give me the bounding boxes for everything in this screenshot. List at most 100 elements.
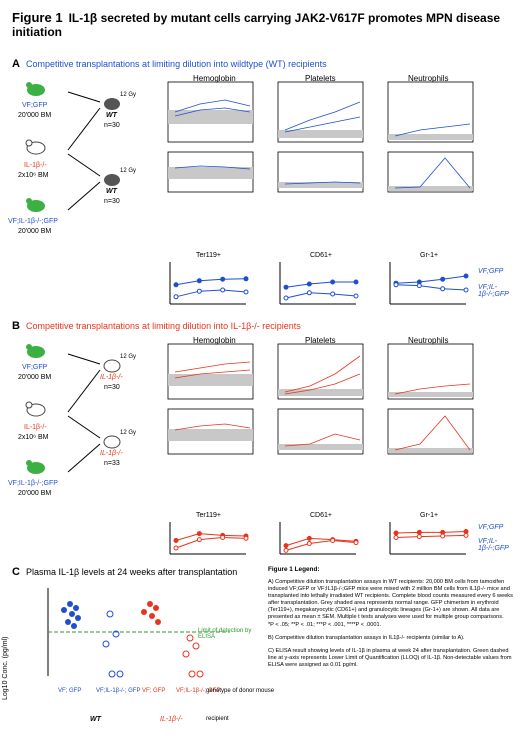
chimerism-title-ter119-a: Ter119+	[196, 252, 221, 259]
chim-point	[243, 276, 249, 282]
elisa-plot: 1000	[40, 588, 230, 678]
section-a-title: Competitive transplantations at limiting…	[26, 59, 327, 69]
chim-point	[393, 282, 399, 288]
chim-point	[330, 291, 336, 297]
panel-title-hemoglobin: Hemoglobin	[193, 74, 236, 83]
chimerism-charts-b	[169, 522, 469, 555]
chim-point	[440, 533, 446, 539]
chim-series-line	[285, 281, 356, 288]
chim-point	[440, 286, 446, 292]
chimerism-charts-a	[169, 262, 469, 305]
recipient-wt-label: WT	[90, 716, 101, 723]
panel-title-platelets: Platelets	[305, 74, 336, 83]
chim-point	[173, 538, 179, 543]
donor2-cells-b: 20'000 BM	[18, 490, 52, 497]
chim-point	[196, 531, 202, 537]
genotype-label: genotype of donor mouse	[206, 688, 275, 694]
chim-point	[220, 287, 226, 293]
chimerism-title-cd61-b: CD61+	[310, 512, 332, 519]
chim-point	[353, 540, 359, 546]
group-label-1: VF; GFP	[58, 688, 82, 694]
chim-point	[173, 282, 179, 288]
chim-series-line	[285, 537, 357, 547]
donor2-genotype: VF;IL-1β-/-;GFP	[8, 218, 58, 225]
competitor-cells-b: 2x10⁶ BM	[18, 434, 49, 441]
chim-point	[330, 538, 336, 543]
normal-range-band	[168, 110, 253, 124]
donor1-cells-b: 20'000 BM	[18, 374, 52, 381]
group-label-3: VF; GFP	[142, 688, 166, 694]
recipient-label: recipient	[206, 716, 229, 722]
chim-point	[463, 532, 469, 538]
chim-point	[416, 529, 422, 535]
chimerism-title-gr1-b: Gr-1+	[420, 512, 439, 519]
recipient1-type-b: IL-1β-/-	[100, 374, 123, 381]
chim-series-line	[175, 536, 247, 549]
chim-point	[220, 276, 226, 282]
donor1-cells: 20'000 BM	[18, 112, 52, 119]
chimerism-title-ter119-b: Ter119+	[196, 512, 221, 519]
legend-vf-il-a: VF;IL-1β-/-;GFP	[478, 284, 509, 298]
figure-title: Figure 1 IL-1β secreted by mutant cells c…	[12, 10, 520, 39]
group-label-2: VF;IL-1β-/-; GFP	[96, 688, 141, 694]
legend-vf-b: VF;GFP	[478, 524, 504, 531]
group-label-4: VF;IL-1β-/-; GFP	[176, 688, 221, 694]
chim-point	[173, 545, 179, 551]
donor1-genotype-b: VF;GFP	[22, 364, 48, 371]
chim-point	[330, 279, 336, 285]
panel-title-platelets-b: Platelets	[305, 336, 336, 345]
recipient2-n-b: n=33	[104, 460, 120, 467]
recipient2-gy-b: 12 Gy	[120, 430, 137, 436]
competitor-genotype: IL-1β-/-	[24, 162, 47, 169]
chim-point	[463, 287, 469, 293]
competitor-mouse-icon	[25, 139, 46, 155]
chim-series-line	[395, 275, 467, 284]
chim-series-line	[175, 278, 247, 286]
chim-point	[306, 281, 312, 287]
donor2-cells: 20'000 BM	[18, 228, 52, 235]
section-c-ylabel: Log10 Conc. (pg/ml)	[2, 636, 9, 700]
chim-point	[220, 535, 226, 540]
chim-point	[306, 535, 312, 541]
panel-title-neutrophils: Neutrophils	[408, 74, 449, 83]
section-a-graphics	[25, 81, 474, 212]
section-c-letter: C	[12, 566, 20, 578]
donor2-genotype-b: VF;IL-1β-/-;GFP	[8, 480, 58, 487]
chim-point	[243, 289, 249, 295]
recipient1-gy-b: 12 Gy	[120, 354, 137, 360]
svg-text:1000: 1000	[40, 592, 41, 598]
chim-point	[416, 534, 422, 540]
chim-point	[353, 279, 359, 285]
chim-point	[393, 530, 399, 536]
section-c-title: Plasma IL-1β levels at 24 weeks after tr…	[26, 567, 238, 577]
chim-point	[440, 276, 446, 282]
legend-text-a: A) Competitive dilution transplantation …	[268, 579, 513, 620]
legend-text-c: C) ELISA result showing levels of IL-1β …	[268, 648, 512, 668]
recipient2-type: WT	[106, 188, 117, 195]
legend-text-b: B) Competitive dilution transplantation …	[268, 635, 465, 641]
recipient2-n: n=30	[104, 198, 120, 205]
chimerism-title-cd61-a: CD61+	[310, 252, 332, 259]
recipient1-n-b: n=30	[104, 384, 120, 391]
recipient1-gy: 12 Gy	[120, 92, 137, 98]
chim-series-line	[395, 531, 467, 534]
legend-vf-a: VF;GFP	[478, 268, 504, 275]
donor1-genotype: VF;GFP	[22, 102, 48, 109]
lod-label: Limit of detection by ELISA	[198, 628, 252, 640]
competitor-cells: 2x10⁶ BM	[18, 172, 49, 179]
chim-series-line	[285, 292, 357, 299]
chim-point	[173, 294, 179, 300]
chim-point	[463, 273, 469, 279]
section-a-letter: A	[12, 58, 20, 70]
panel-title-hemoglobin-b: Hemoglobin	[193, 336, 236, 345]
panel-title-neutrophils-b: Neutrophils	[408, 336, 449, 345]
chimerism-title-gr1-a: Gr-1+	[420, 252, 439, 259]
legend-heading: Figure 1 Legend:	[268, 566, 320, 573]
chim-series-line	[175, 289, 247, 298]
donor-mouse-icon	[26, 82, 45, 96]
chim-point	[196, 288, 202, 294]
chim-point	[283, 295, 289, 301]
section-b-graphics	[25, 343, 474, 474]
recipient1-n: n=30	[104, 122, 120, 129]
chim-point	[283, 284, 289, 290]
